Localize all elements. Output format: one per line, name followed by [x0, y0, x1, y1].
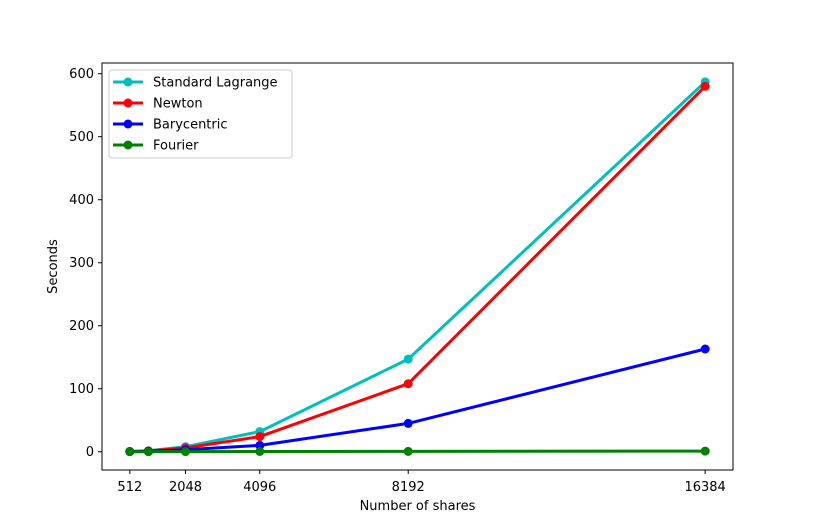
y-tick-label: 500	[69, 130, 94, 145]
legend-marker-fourier	[123, 140, 133, 150]
data-point-fourier	[255, 447, 265, 456]
x-axis-label: Number of shares	[360, 499, 476, 514]
data-point-fourier	[403, 446, 413, 456]
y-tick-label: 600	[69, 67, 94, 82]
data-point-barycentric	[403, 418, 413, 428]
data-point-barycentric	[700, 344, 710, 354]
series-line-barycentric	[128, 347, 707, 454]
y-tick-label: 100	[69, 382, 94, 397]
legend-label-barycentric: Barycentric	[153, 118, 228, 133]
data-point-newton	[700, 81, 710, 91]
legend-label-fourier: Fourier	[153, 139, 199, 154]
x-tick-label: 4096	[243, 480, 276, 495]
y-tick-label: 0	[86, 445, 94, 460]
y-axis-label: Seconds	[46, 239, 61, 294]
legend-marker-newton	[123, 98, 133, 108]
x-tick-label: 16384	[684, 480, 725, 495]
plot-frame	[101, 62, 734, 471]
data-point-newton	[403, 379, 413, 389]
legend-marker-barycentric	[123, 119, 133, 129]
data-point-standard-lagrange	[403, 354, 413, 364]
data-point-fourier	[125, 447, 135, 457]
legend: Standard Lagrange Newton Barycentric Fourie…	[108, 69, 293, 159]
y-tick-label: 300	[69, 256, 94, 271]
x-tick-label: 2048	[169, 480, 202, 495]
x-tick-label: 8192	[392, 480, 425, 495]
data-point-fourier	[143, 447, 153, 457]
x-tick-label: 512	[117, 480, 142, 495]
data-point-newton	[255, 432, 265, 442]
plot-area	[125, 77, 710, 457]
series-line-fourier	[128, 449, 707, 454]
y-tick-label: 200	[69, 319, 94, 334]
data-point-fourier	[181, 447, 190, 457]
y-tick-label: 400	[69, 193, 94, 208]
legend-label-newton: Newton	[153, 97, 203, 112]
data-point-fourier	[700, 446, 710, 456]
legend-marker-standard-lagrange	[123, 77, 133, 87]
legend-box	[108, 69, 293, 159]
axes: 512 2048 4096 8192 16384 0 100 200 300 400 500 600	[69, 62, 734, 495]
legend-label-standard-lagrange: Standard Lagrange	[153, 76, 278, 91]
